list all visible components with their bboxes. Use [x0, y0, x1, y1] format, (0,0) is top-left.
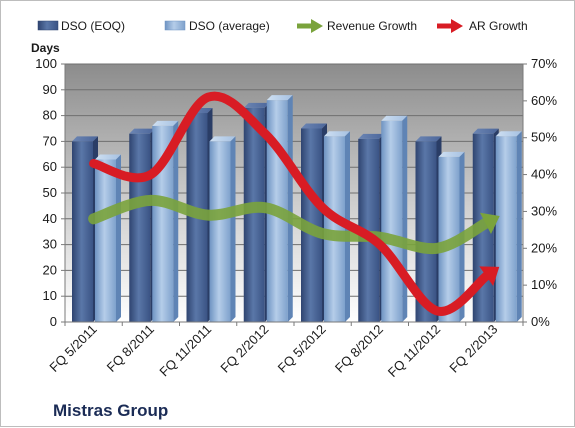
- legend-item-ar-growth: AR Growth: [437, 19, 528, 33]
- y-tick-label-left: 20: [43, 262, 57, 277]
- bar-dso-average: [496, 131, 522, 322]
- bar-dso-eoq-face: [244, 108, 265, 322]
- legend-item-revenue-growth: Revenue Growth: [297, 19, 417, 33]
- company-name: Mistras Group: [53, 401, 168, 420]
- x-tick-label: FQ 5/2011: [46, 322, 99, 375]
- legend-label-dso-eoq: DSO (EOQ): [61, 19, 125, 33]
- legend-arrow-revenue-growth: [311, 19, 323, 33]
- legend-arrow-ar-growth: [451, 19, 463, 33]
- y-axis-title: Days: [31, 41, 60, 55]
- y-tick-label-left: 70: [43, 133, 57, 148]
- bar-dso-average-face: [381, 121, 402, 322]
- legend-label-revenue-growth: Revenue Growth: [327, 19, 417, 33]
- y-tick-label-right: 40%: [531, 167, 557, 182]
- bar-dso-average: [381, 116, 407, 322]
- y-tick-label-right: 20%: [531, 240, 557, 255]
- bar-dso-eoq: [129, 129, 155, 322]
- y-tick-label-left: 0: [50, 314, 57, 329]
- y-tick-label-right: 70%: [531, 56, 557, 71]
- y-ticks-left: 0 10 20 30 40 50 60 70 80 90 100: [35, 56, 65, 329]
- y-tick-label-left: 30: [43, 237, 57, 252]
- bar-dso-average-face: [95, 159, 116, 322]
- x-tick-label: FQ 5/2012: [275, 322, 329, 376]
- legend-item-dso-eoq: DSO (EOQ): [38, 19, 125, 33]
- y-tick-label-left: 80: [43, 108, 57, 123]
- x-tick-label: FQ 2/2012: [217, 322, 271, 376]
- y-tick-label-right: 50%: [531, 130, 557, 145]
- x-tick-label: FQ 8/2012: [332, 322, 386, 376]
- y-tick-label-left: 100: [35, 56, 57, 71]
- bar-dso-average-side: [402, 116, 407, 322]
- y-tick-label-right: 60%: [531, 93, 557, 108]
- y-tick-label-left: 40: [43, 211, 57, 226]
- y-tick-label-left: 50: [43, 185, 57, 200]
- y-tick-label-left: 60: [43, 159, 57, 174]
- y-tick-label-left: 90: [43, 82, 57, 97]
- x-tick-label: FQ 11/2011: [156, 322, 214, 380]
- bar-dso-average: [95, 154, 121, 322]
- x-tick-label: FQ 11/2012: [385, 322, 443, 380]
- y-tick-label-right: 30%: [531, 203, 557, 218]
- bar-dso-average-side: [517, 131, 522, 322]
- y-tick-label-left: 10: [43, 288, 57, 303]
- legend-swatch-dso-eoq: [38, 21, 58, 30]
- y-ticks-right: 0% 10% 20% 30% 40% 50% 60% 70%: [523, 56, 557, 329]
- y-tick-label-right: 10%: [531, 277, 557, 292]
- bar-dso-average-side: [231, 136, 236, 322]
- x-tick-label: FQ 8/2011: [104, 322, 157, 375]
- bar-dso-average-side: [116, 154, 121, 322]
- bar-dso-eoq-face: [72, 141, 93, 322]
- legend: DSO (EOQ) DSO (average) Revenue Growth A…: [38, 19, 528, 33]
- bar-dso-average-side: [288, 95, 293, 322]
- bar-dso-eoq-face: [129, 134, 150, 322]
- bar-dso-average: [210, 136, 236, 322]
- legend-label-ar-growth: AR Growth: [469, 19, 528, 33]
- legend-swatch-dso-average: [165, 21, 185, 30]
- bar-dso-average-face: [496, 136, 517, 322]
- y-tick-label-right: 0%: [531, 314, 550, 329]
- legend-item-dso-average: DSO (average): [165, 19, 270, 33]
- x-tick-label: FQ 2/2013: [446, 322, 500, 376]
- legend-label-dso-average: DSO (average): [189, 19, 270, 33]
- bar-dso-average-face: [210, 141, 231, 322]
